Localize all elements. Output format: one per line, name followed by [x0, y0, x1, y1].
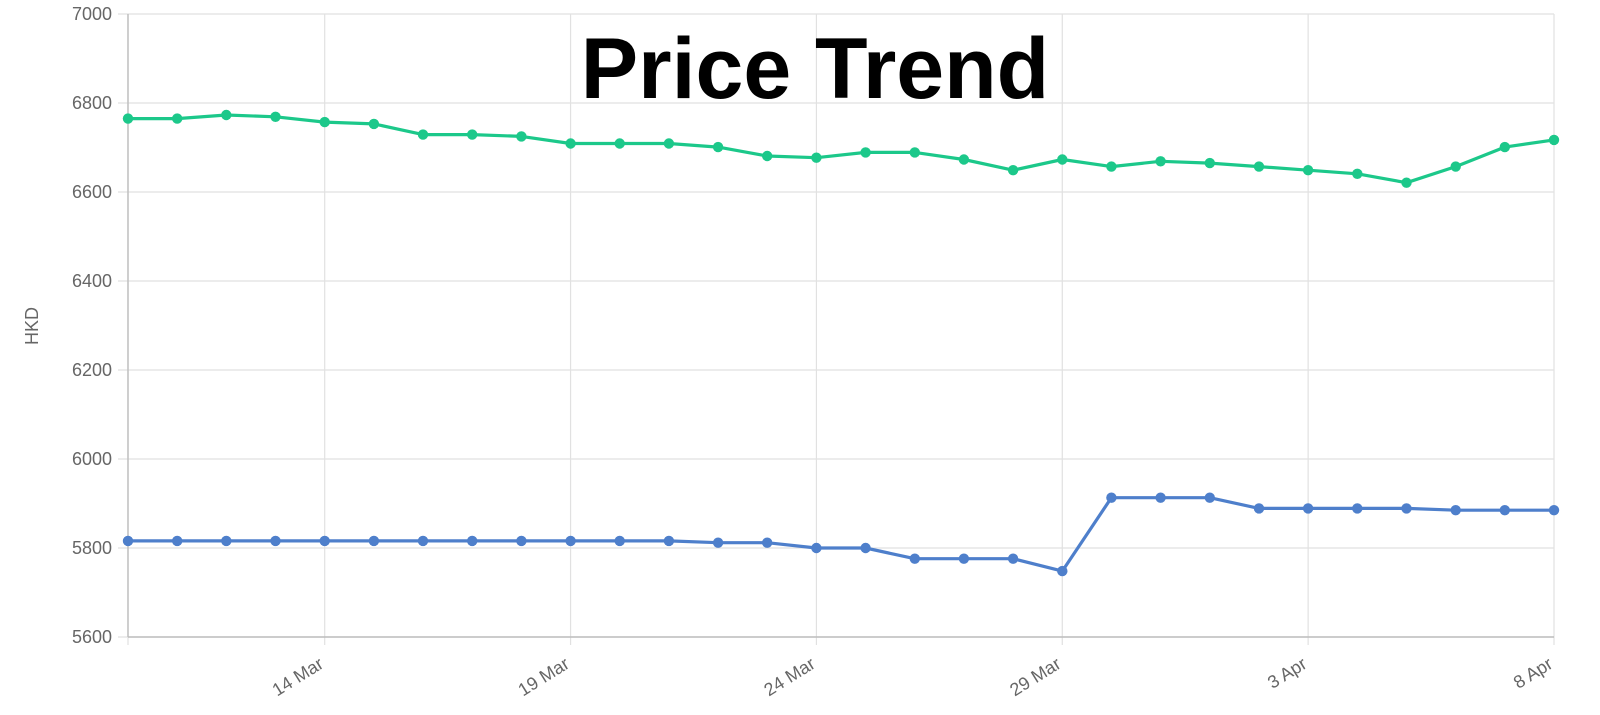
series-line: [126, 113, 1556, 185]
data-point[interactable]: [909, 553, 920, 564]
y-tick-label: 6800: [72, 93, 112, 113]
data-point[interactable]: [1204, 157, 1216, 169]
y-tick-label: 7000: [72, 4, 112, 24]
data-point[interactable]: [172, 535, 183, 547]
data-point[interactable]: [762, 150, 773, 162]
data-point[interactable]: [565, 138, 576, 149]
data-point[interactable]: [1499, 505, 1511, 516]
data-point[interactable]: [1155, 492, 1166, 503]
y-tick-label: 5800: [72, 538, 112, 558]
data-point[interactable]: [1155, 156, 1166, 167]
data-point[interactable]: [712, 141, 724, 153]
x-tick-label: 29 Mar: [1006, 653, 1064, 700]
y-axis-title: HKD: [22, 307, 42, 345]
data-point[interactable]: [1352, 503, 1363, 514]
grid: [118, 13, 1555, 645]
data-point[interactable]: [221, 535, 232, 547]
series-2: [122, 492, 1560, 577]
series-line: [126, 496, 1556, 573]
chart-title: Price Trend: [581, 21, 1049, 117]
data-point[interactable]: [663, 138, 675, 149]
data-point[interactable]: [1253, 503, 1265, 514]
data-point[interactable]: [319, 535, 330, 547]
series-layer: [122, 109, 1560, 577]
data-point[interactable]: [122, 113, 134, 124]
y-tick-label: 6000: [72, 449, 112, 469]
data-point[interactable]: [417, 535, 429, 547]
data-point[interactable]: [368, 118, 380, 130]
data-point[interactable]: [516, 535, 527, 547]
data-point[interactable]: [1499, 141, 1511, 153]
data-point[interactable]: [614, 535, 625, 547]
data-point[interactable]: [860, 147, 871, 158]
data-point[interactable]: [516, 131, 527, 142]
x-tick-label: 14 Mar: [269, 653, 327, 700]
data-point[interactable]: [1352, 168, 1363, 179]
data-point[interactable]: [368, 535, 380, 547]
data-point[interactable]: [1401, 177, 1412, 188]
data-point[interactable]: [467, 129, 478, 140]
x-tick-label: 19 Mar: [515, 653, 573, 700]
data-point[interactable]: [811, 542, 822, 554]
x-tick-label: 3 Apr: [1264, 653, 1310, 692]
data-point[interactable]: [811, 152, 822, 163]
data-point[interactable]: [860, 542, 871, 554]
data-point[interactable]: [762, 537, 773, 548]
data-point[interactable]: [958, 553, 970, 564]
data-point[interactable]: [122, 535, 134, 547]
data-point[interactable]: [909, 147, 920, 158]
data-point[interactable]: [565, 535, 576, 547]
x-tick-label: 24 Mar: [760, 653, 818, 700]
y-tick-label: 6600: [72, 182, 112, 202]
data-point[interactable]: [221, 109, 232, 121]
series-1: [122, 109, 1560, 188]
data-point[interactable]: [172, 113, 183, 124]
data-point[interactable]: [1007, 553, 1019, 564]
data-point[interactable]: [958, 154, 970, 165]
data-point[interactable]: [1548, 505, 1560, 516]
data-point[interactable]: [1548, 134, 1560, 146]
data-point[interactable]: [1450, 161, 1461, 172]
y-tick-label: 5600: [72, 627, 112, 647]
data-point[interactable]: [614, 138, 625, 149]
y-tick-label: 6200: [72, 360, 112, 380]
data-point[interactable]: [467, 535, 478, 547]
data-point[interactable]: [1302, 165, 1314, 176]
data-point[interactable]: [1057, 565, 1068, 577]
data-point[interactable]: [270, 535, 281, 547]
data-point[interactable]: [1302, 503, 1314, 514]
data-point[interactable]: [1253, 161, 1265, 172]
data-point[interactable]: [1401, 503, 1412, 514]
data-point[interactable]: [1450, 505, 1461, 516]
x-tick-label: 8 Apr: [1510, 653, 1556, 692]
data-point[interactable]: [712, 537, 724, 548]
data-point[interactable]: [1007, 165, 1019, 176]
data-point[interactable]: [319, 116, 330, 128]
data-point[interactable]: [663, 535, 675, 547]
data-point[interactable]: [1106, 492, 1117, 503]
data-point[interactable]: [1057, 154, 1068, 165]
data-point[interactable]: [1204, 492, 1216, 503]
data-point[interactable]: [1106, 161, 1117, 172]
y-tick-label: 6400: [72, 271, 112, 291]
data-point[interactable]: [270, 111, 281, 123]
data-point[interactable]: [417, 129, 429, 140]
